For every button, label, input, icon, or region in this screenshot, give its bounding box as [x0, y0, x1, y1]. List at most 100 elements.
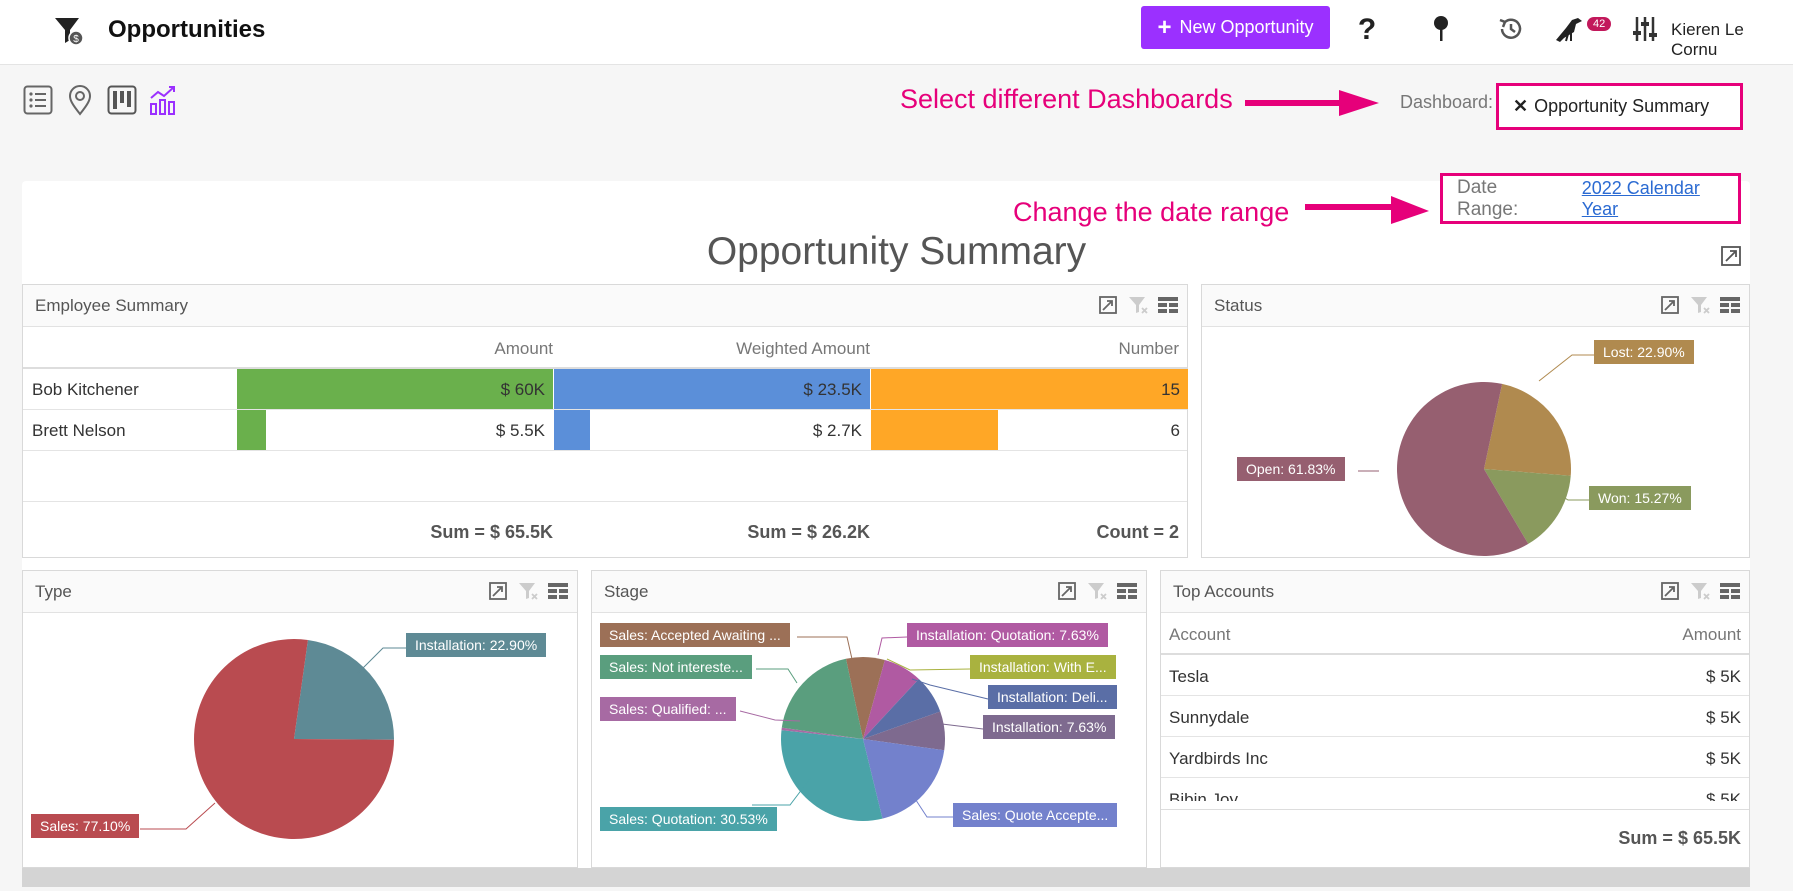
funnel-dollar-icon: $ — [52, 14, 86, 48]
dashboard-title: Opportunity Summary — [706, 230, 1087, 273]
column-header-number[interactable]: Number — [1118, 339, 1179, 358]
clear-filter-icon[interactable] — [1689, 580, 1711, 602]
clear-dashboard-icon[interactable]: ✕ — [1513, 96, 1529, 116]
pie-slice-sales-quote-accepte[interactable] — [863, 739, 945, 819]
column-header-account[interactable]: Account — [1169, 625, 1231, 644]
number-value: 15 — [1161, 380, 1180, 399]
date-range-control: Date Range: 2022 Calendar Year — [1440, 173, 1741, 224]
export-icon[interactable] — [1720, 245, 1742, 272]
pie-slice-sales-quotation[interactable] — [781, 730, 883, 821]
map-pin-view-icon[interactable] — [64, 84, 96, 116]
horizontal-scrollbar[interactable] — [22, 868, 1750, 887]
list-view-icon[interactable] — [22, 84, 54, 116]
table-row[interactable]: Bob Kitchener $ 60K $ 23.5K 15 — [23, 369, 1188, 410]
table-row[interactable]: Sunnydale $ 5K — [1161, 696, 1749, 737]
dashboard-select[interactable]: ✕ Opportunity Summary — [1496, 83, 1743, 130]
table-row[interactable]: Bibin Joy $ 5K — [1161, 778, 1749, 801]
employee-name: Bob Kitchener — [32, 380, 139, 399]
help-icon[interactable]: ? — [1350, 12, 1384, 46]
account-amount: $ 5K — [1706, 790, 1741, 801]
user-menu[interactable]: Kieren Le Cornu — [1671, 20, 1744, 59]
date-range-link[interactable]: 2022 Calendar Year — [1581, 177, 1700, 219]
settings-sliders-icon[interactable] — [1628, 12, 1662, 46]
leader-lines — [1358, 354, 1594, 501]
annotation-arrow-date-range — [1305, 196, 1429, 224]
pin-icon[interactable] — [1424, 12, 1458, 46]
grid-view-icon[interactable] — [1719, 294, 1741, 316]
pie-slice-lost[interactable] — [1484, 383, 1571, 476]
view-switcher — [22, 84, 180, 116]
column-header-weighted-amount[interactable]: Weighted Amount — [736, 339, 870, 358]
top-bar: $ Opportunities + New Opportunity ? 42 K… — [0, 0, 1793, 65]
pie-slice-installation[interactable] — [294, 639, 394, 740]
amount-value: $ 60K — [500, 380, 545, 399]
kanban-view-icon[interactable] — [106, 84, 138, 116]
account-name: Yardbirds Inc — [1169, 749, 1268, 768]
dashboard-select-value: Opportunity Summary — [1534, 96, 1710, 116]
pie-slice-sales[interactable] — [194, 639, 394, 839]
grid-view-icon[interactable] — [1157, 294, 1179, 316]
pie-label: Sales: Not intereste... — [600, 655, 752, 679]
weighted-amount-bar — [554, 410, 591, 450]
account-name: Bibin Joy — [1169, 790, 1238, 801]
grid-view-icon[interactable] — [1719, 580, 1741, 602]
svg-text:$: $ — [73, 34, 79, 45]
accounts-table: Account Amount Tesla $ 5K Sunnydale $ 5K Y… — [1161, 613, 1749, 801]
history-icon[interactable] — [1494, 12, 1528, 46]
employee-name: Brett Nelson — [32, 421, 126, 440]
pie-label: Installation: 22.90% — [406, 633, 547, 657]
page-title: Opportunities — [108, 16, 266, 43]
pie-label: Open: 61.83% — [1237, 457, 1345, 481]
export-icon[interactable] — [487, 580, 509, 602]
export-icon[interactable] — [1097, 294, 1119, 316]
clear-filter-icon[interactable] — [1689, 294, 1711, 316]
clear-filter-icon[interactable] — [1127, 294, 1149, 316]
account-amount: $ 5K — [1706, 708, 1741, 727]
pie-slice-sales-qualified[interactable] — [781, 727, 863, 739]
weighted-amount-value: $ 23.5K — [803, 380, 862, 399]
dashboard-view-icon[interactable] — [148, 84, 180, 116]
clear-filter-icon[interactable] — [517, 580, 539, 602]
panel-title: Type — [35, 581, 72, 601]
pie-slice-installation-quotation[interactable] — [863, 659, 919, 739]
export-icon[interactable] — [1056, 580, 1078, 602]
number-count: Count = 2 — [1096, 522, 1179, 542]
pie-label: Sales: Accepted Awaiting ... — [600, 623, 790, 647]
clear-filter-icon[interactable] — [1086, 580, 1108, 602]
pie-slice-sales-accepted-awaiting[interactable] — [845, 657, 885, 739]
pie-label: Won: 15.27% — [1589, 486, 1691, 510]
grid-view-icon[interactable] — [547, 580, 569, 602]
column-header-amount[interactable]: Amount — [1682, 625, 1741, 644]
pie-slice-open[interactable] — [1397, 382, 1529, 556]
date-range-label: Date Range: — [1457, 176, 1519, 220]
table-row[interactable]: Tesla $ 5K — [1161, 655, 1749, 696]
pie-label: Sales: 77.10% — [31, 814, 140, 838]
account-name: Sunnydale — [1169, 708, 1250, 727]
leader-lines — [739, 636, 989, 818]
pie-slice-installation-deli[interactable] — [863, 678, 941, 739]
column-header-amount[interactable]: Amount — [494, 339, 553, 358]
pie-label: Installation: Quotation: 7.63% — [907, 623, 1108, 647]
dashboard-label: Dashboard: — [1400, 92, 1494, 112]
export-icon[interactable] — [1659, 294, 1681, 316]
summary-footer: Sum = $ 65.5K Sum = $ 26.2K Count = 2 — [23, 501, 1187, 558]
weighted-amount-sum: Sum = $ 26.2K — [747, 522, 870, 542]
annotation-date-range: Change the date range — [1013, 197, 1290, 227]
pie-label: Sales: Quotation: 30.53% — [600, 807, 777, 831]
table-row[interactable]: Yardbirds Inc $ 5K — [1161, 737, 1749, 778]
pie-label: Installation: With E... — [970, 655, 1116, 679]
panel-title: Employee Summary — [35, 295, 189, 315]
grid-view-icon[interactable] — [1116, 580, 1138, 602]
panel-title: Status — [1214, 295, 1263, 315]
pie-slice-installation[interactable] — [863, 711, 945, 751]
pie-label: Lost: 22.90% — [1594, 340, 1694, 364]
weighted-amount-bar — [554, 369, 870, 409]
amount-bar — [237, 369, 553, 409]
plus-icon: + — [1157, 13, 1172, 41]
table-row[interactable]: Brett Nelson $ 5.5K $ 2.7K 6 — [23, 410, 1187, 451]
export-icon[interactable] — [1659, 580, 1681, 602]
svg-text:?: ? — [1358, 14, 1376, 44]
pie-slice-sales-not-intereste[interactable] — [781, 658, 863, 739]
new-opportunity-button[interactable]: + New Opportunity — [1141, 6, 1330, 49]
crow-notifications-icon[interactable] — [1553, 12, 1587, 46]
